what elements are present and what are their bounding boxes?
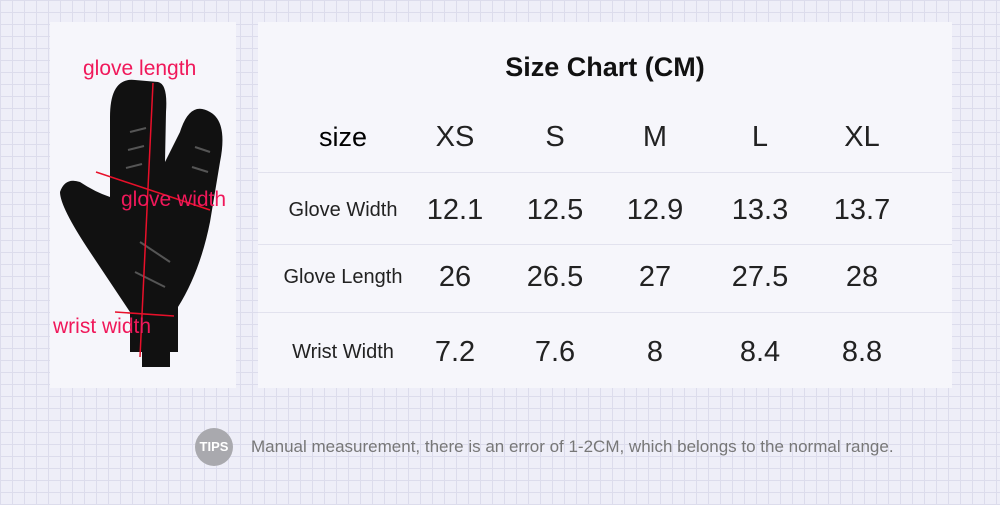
table-row: Glove Width 12.1 12.5 12.9 13.3 13.7 (258, 180, 952, 240)
size-xl: XL (844, 121, 880, 153)
value-cell: 12.5 (526, 194, 584, 226)
size-s: S (545, 121, 565, 153)
wrist-width-label: wrist width (53, 315, 152, 338)
size-header-row: size XS S M L XL (258, 107, 952, 167)
size-l: L (751, 121, 769, 153)
value-cell: 13.3 (731, 194, 789, 226)
table-row: Wrist Width 7.2 7.6 8 8.4 8.8 (258, 322, 952, 382)
size-header-label: size (318, 122, 367, 152)
row-label: Glove Width (288, 199, 398, 221)
row-divider (258, 312, 952, 313)
tips-text: Manual measurement, there is an error of… (251, 437, 894, 456)
value-cell: 12.1 (426, 194, 484, 226)
value-cell: 8.4 (739, 336, 781, 368)
value-cell: 7.6 (534, 336, 576, 368)
chart-title: Size Chart (CM) (505, 52, 705, 82)
glove-width-label: glove width (121, 188, 227, 211)
size-chart-panel: Size Chart (CM) size XS S M L XL Glove W… (258, 22, 952, 388)
row-divider (258, 172, 952, 173)
value-cell: 28 (845, 261, 879, 293)
glove-image (60, 79, 223, 367)
value-cell: 8 (646, 336, 664, 368)
value-cell: 13.7 (833, 194, 891, 226)
value-cell: 26.5 (526, 261, 584, 293)
table-row: Glove Length 26 26.5 27 27.5 28 (258, 247, 952, 307)
row-label: Wrist Width (292, 341, 394, 363)
row-divider (258, 244, 952, 245)
value-cell: 7.2 (434, 336, 476, 368)
glove-length-label: glove length (83, 57, 197, 80)
size-m: M (642, 121, 668, 153)
value-cell: 26 (438, 261, 472, 293)
value-cell: 12.9 (626, 194, 684, 226)
glove-diagram-panel: glove length glove width wrist width (50, 22, 236, 388)
value-cell: 27 (638, 261, 672, 293)
value-cell: 8.8 (841, 336, 883, 368)
size-xs: XS (435, 121, 475, 153)
value-cell: 27.5 (731, 261, 789, 293)
tips-badge-icon: TIPS (195, 428, 233, 466)
row-label: Glove Length (283, 266, 403, 288)
